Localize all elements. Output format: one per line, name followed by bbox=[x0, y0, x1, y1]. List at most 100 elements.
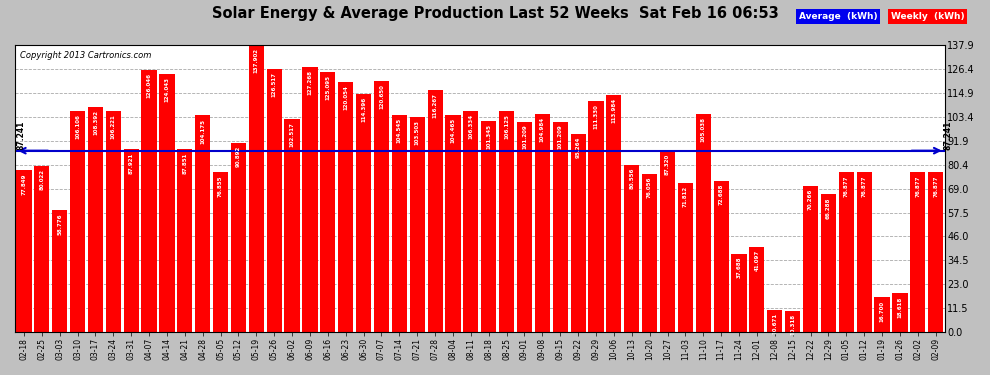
Bar bbox=[696, 114, 711, 332]
Bar bbox=[374, 81, 389, 332]
Text: 70.266: 70.266 bbox=[808, 189, 813, 210]
Bar bbox=[446, 115, 460, 332]
Bar bbox=[35, 166, 50, 332]
Bar bbox=[785, 311, 800, 332]
Bar bbox=[910, 172, 926, 332]
Text: 126.517: 126.517 bbox=[271, 72, 277, 97]
Text: 87.921: 87.921 bbox=[129, 152, 134, 174]
Text: 120.054: 120.054 bbox=[344, 86, 348, 110]
Bar bbox=[248, 45, 264, 332]
Text: 108.392: 108.392 bbox=[93, 110, 98, 135]
Bar bbox=[177, 149, 192, 332]
Text: 101.209: 101.209 bbox=[522, 125, 527, 150]
Text: 72.688: 72.688 bbox=[719, 184, 724, 206]
Bar bbox=[606, 95, 622, 332]
Text: 18.618: 18.618 bbox=[897, 297, 903, 318]
Text: 76.056: 76.056 bbox=[647, 177, 652, 198]
Text: 101.209: 101.209 bbox=[557, 125, 562, 150]
Bar bbox=[821, 194, 836, 332]
Bar bbox=[463, 111, 478, 332]
Text: 106.125: 106.125 bbox=[504, 114, 509, 140]
Bar bbox=[678, 183, 693, 332]
Text: 101.345: 101.345 bbox=[486, 124, 491, 149]
Text: 76.855: 76.855 bbox=[218, 176, 223, 197]
Bar bbox=[356, 94, 371, 332]
Bar bbox=[749, 247, 764, 332]
Text: 102.517: 102.517 bbox=[290, 122, 295, 147]
Text: 111.330: 111.330 bbox=[593, 104, 599, 129]
Text: 37.688: 37.688 bbox=[737, 257, 742, 278]
Bar bbox=[284, 119, 300, 332]
Text: 71.812: 71.812 bbox=[683, 186, 688, 207]
Text: 76.877: 76.877 bbox=[861, 176, 866, 197]
Text: 104.545: 104.545 bbox=[397, 118, 402, 143]
Bar bbox=[660, 150, 675, 332]
Bar bbox=[856, 172, 872, 332]
Bar bbox=[52, 210, 67, 332]
Text: 105.038: 105.038 bbox=[701, 117, 706, 142]
Text: Solar Energy & Average Production Last 52 Weeks  Sat Feb 16 06:53: Solar Energy & Average Production Last 5… bbox=[212, 6, 778, 21]
Bar bbox=[517, 122, 532, 332]
Bar bbox=[70, 111, 85, 332]
Bar bbox=[428, 90, 443, 332]
Text: 106.221: 106.221 bbox=[111, 114, 116, 139]
Text: 76.877: 76.877 bbox=[934, 176, 939, 197]
Text: 114.396: 114.396 bbox=[361, 97, 366, 122]
Bar bbox=[88, 106, 103, 332]
Bar bbox=[339, 82, 353, 332]
Bar bbox=[892, 294, 908, 332]
Text: 103.503: 103.503 bbox=[415, 120, 420, 145]
Text: 16.700: 16.700 bbox=[879, 301, 884, 322]
Text: 104.175: 104.175 bbox=[200, 118, 205, 144]
Text: 41.097: 41.097 bbox=[754, 250, 759, 271]
Text: 87.241: 87.241 bbox=[17, 120, 26, 150]
Text: 87.851: 87.851 bbox=[182, 153, 187, 174]
Bar bbox=[839, 172, 853, 332]
Bar bbox=[874, 297, 890, 332]
Bar bbox=[159, 74, 174, 332]
Text: Weekly  (kWh): Weekly (kWh) bbox=[891, 12, 964, 21]
Bar bbox=[643, 174, 657, 332]
Text: 104.465: 104.465 bbox=[450, 118, 455, 143]
Text: 116.267: 116.267 bbox=[433, 93, 438, 118]
Text: 80.022: 80.022 bbox=[40, 169, 45, 190]
Text: 80.556: 80.556 bbox=[630, 168, 635, 189]
Bar bbox=[732, 254, 746, 332]
Text: Average  (kWh): Average (kWh) bbox=[799, 12, 877, 21]
Bar bbox=[320, 72, 336, 332]
Bar bbox=[17, 170, 32, 332]
Text: 87.241: 87.241 bbox=[943, 120, 952, 150]
Text: 137.902: 137.902 bbox=[253, 48, 258, 74]
Bar bbox=[803, 186, 818, 332]
Text: 106.106: 106.106 bbox=[75, 114, 80, 140]
Bar bbox=[266, 69, 282, 332]
Bar bbox=[302, 68, 318, 332]
Bar bbox=[124, 149, 139, 332]
Bar bbox=[570, 134, 586, 332]
Text: 76.877: 76.877 bbox=[916, 176, 921, 197]
Bar bbox=[106, 111, 121, 332]
Text: 10.671: 10.671 bbox=[772, 313, 777, 334]
Text: 77.849: 77.849 bbox=[22, 173, 27, 195]
Bar bbox=[767, 310, 782, 332]
Bar bbox=[552, 122, 568, 332]
Bar bbox=[142, 70, 156, 332]
Text: 66.288: 66.288 bbox=[826, 197, 831, 219]
Bar bbox=[499, 111, 514, 332]
Bar bbox=[213, 172, 228, 332]
Text: 120.650: 120.650 bbox=[379, 84, 384, 109]
Text: 125.095: 125.095 bbox=[326, 75, 331, 100]
Bar bbox=[195, 116, 210, 332]
Text: 10.318: 10.318 bbox=[790, 314, 795, 335]
Text: 76.877: 76.877 bbox=[843, 176, 848, 197]
Bar bbox=[392, 115, 407, 332]
Text: 104.984: 104.984 bbox=[540, 117, 545, 142]
Text: 126.046: 126.046 bbox=[147, 73, 151, 98]
Text: 90.892: 90.892 bbox=[236, 146, 241, 167]
Bar bbox=[410, 117, 425, 332]
Text: 106.334: 106.334 bbox=[468, 114, 473, 139]
Bar bbox=[535, 114, 550, 332]
Text: Copyright 2013 Cartronics.com: Copyright 2013 Cartronics.com bbox=[20, 51, 151, 60]
Text: 127.268: 127.268 bbox=[308, 70, 313, 96]
Text: 124.043: 124.043 bbox=[164, 77, 169, 102]
